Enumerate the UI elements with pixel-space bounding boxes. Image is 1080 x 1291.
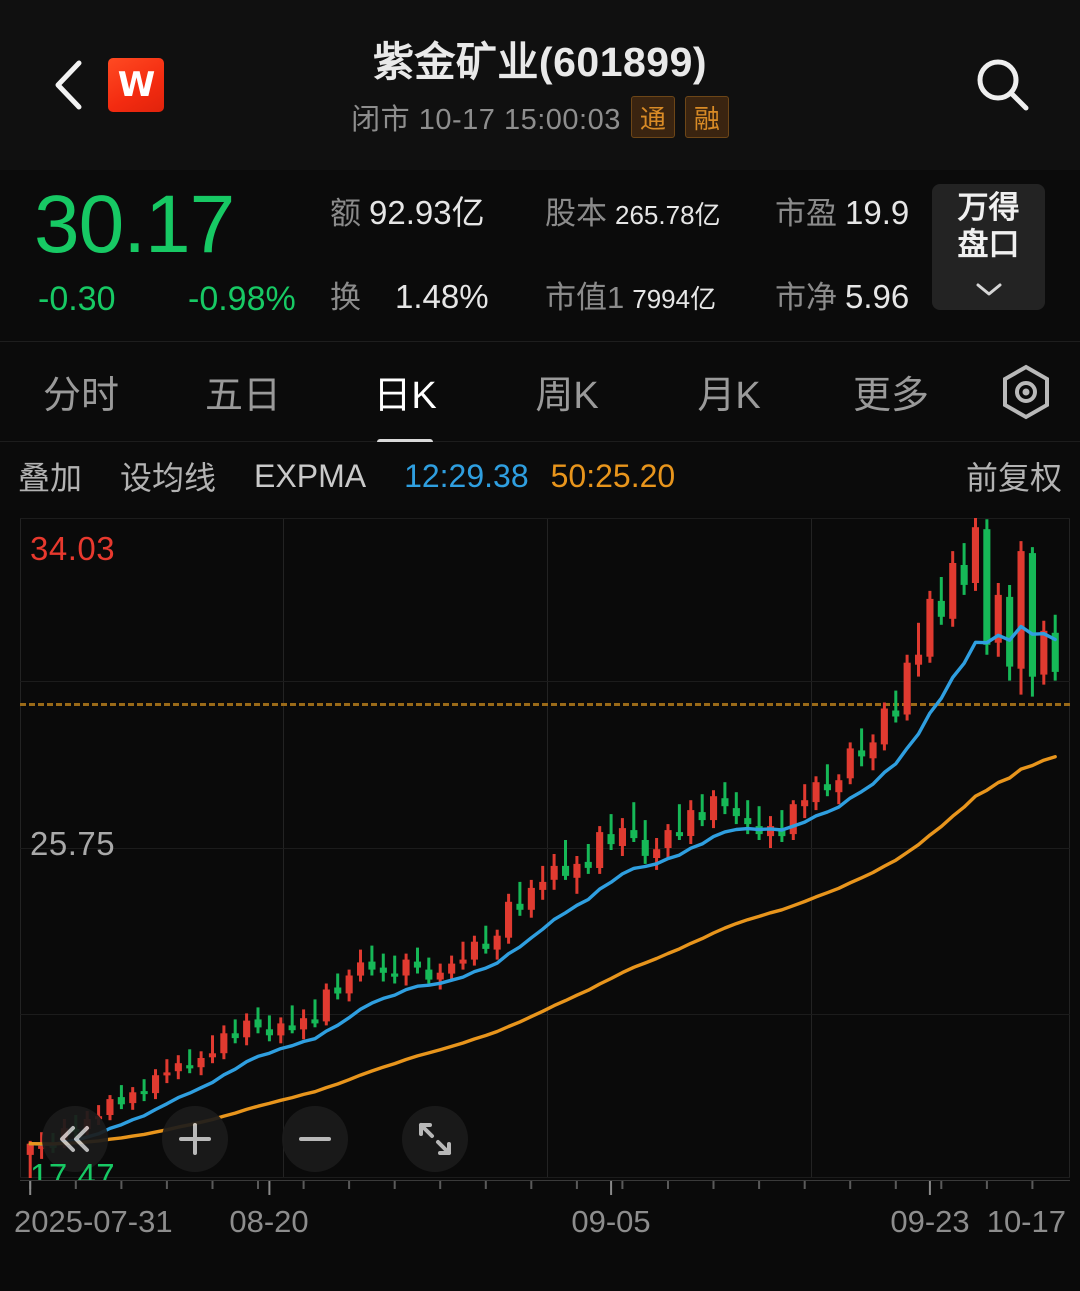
tab-monthly-k-label: 月K — [697, 375, 761, 417]
double-chevron-left-icon[interactable] — [42, 1106, 108, 1172]
last-price: 30.17 — [34, 179, 235, 270]
chevron-down-icon — [974, 269, 1004, 305]
stats-grid: 额 92.93亿 股本 265.78亿 市盈 19.9 换 1.48% — [330, 186, 930, 326]
stat-amount-value: 92.93亿 — [369, 194, 485, 231]
quote-panel: 30.17 -0.30 -0.98% 额 92.93亿 股本 265.78亿 市… — [0, 170, 1080, 342]
ma-long-value: 50:25.20 — [550, 457, 676, 494]
candles-and-ma-layer — [26, 518, 1059, 1178]
tab-wuri[interactable]: 五日 — [162, 364, 324, 419]
app-header: W 紫金矿业(601899) 闭市 10-17 15:00:03 通 融 — [0, 0, 1080, 170]
stat-shares-label: 股本 — [545, 196, 607, 231]
indicator-toolbar: 叠加 设均线 EXPMA 12:29.38 50:25.20 前复权 — [0, 442, 1080, 510]
wind-orderbook-line1: 万得 — [957, 189, 1020, 225]
stat-marketcap-label: 市值1 — [545, 280, 625, 315]
x-axis-tick-label: 09-05 — [571, 1204, 651, 1239]
stat-pe-label: 市盈 — [775, 196, 837, 231]
price-change-percent: -0.98% — [188, 280, 296, 318]
gridline-horizontal — [20, 681, 1070, 682]
plus-icon[interactable] — [162, 1106, 228, 1172]
minus-icon[interactable] — [282, 1106, 348, 1172]
chart-control-buttons — [42, 1106, 468, 1172]
tab-fenshi[interactable]: 分时 — [0, 364, 162, 419]
x-axis-tick-label: 08-20 — [229, 1204, 309, 1239]
x-axis-tick-label: 09-23 — [890, 1204, 970, 1239]
stat-pb-value: 5.96 — [845, 278, 910, 315]
price-change: -0.30 — [38, 280, 116, 318]
stat-marketcap-value: 7994亿 — [632, 284, 717, 314]
tab-wuri-label: 五日 — [204, 375, 281, 417]
search-icon[interactable] — [968, 50, 1038, 120]
stat-turnover: 换 1.48% — [330, 272, 545, 317]
market-status-text: 闭市 10-17 15:00:03 — [351, 104, 621, 136]
chart-period-tabs: 分时 五日 日K 周K 月K 更多 — [0, 342, 1080, 445]
gridline-horizontal — [20, 518, 1070, 519]
x-axis: 2025-07-31 08-20 09-05 09-23 10-17 — [0, 1180, 1080, 1291]
market-status-row: 闭市 10-17 15:00:03 通 融 — [0, 96, 1080, 138]
stat-amount-label: 额 — [330, 196, 361, 231]
x-axis-labels: 2025-07-31 08-20 09-05 09-23 10-17 — [0, 1204, 1080, 1254]
indicator-name[interactable]: EXPMA — [254, 457, 367, 494]
stat-pb: 市净 5.96 — [775, 272, 909, 317]
stats-row-2: 换 1.48% 市值1 7994亿 市净 5.96 — [330, 272, 930, 326]
stat-turnover-label: 换 — [330, 280, 361, 315]
wind-orderbook-button[interactable]: 万得 盘口 — [932, 184, 1045, 310]
gridline-horizontal — [20, 848, 1070, 849]
tab-weekly-k-label: 周K — [535, 375, 599, 417]
x-axis-tick-label: 10-17 — [986, 1204, 1066, 1239]
stat-marketcap: 市值1 7994亿 — [545, 272, 775, 317]
stat-shares: 股本 265.78亿 — [545, 188, 775, 233]
adjustment-mode-button[interactable]: 前复权 — [965, 460, 1062, 496]
stat-amount: 额 92.93亿 — [330, 186, 545, 234]
badge-margin: 融 — [684, 96, 729, 138]
tab-more-label: 更多 — [852, 375, 929, 417]
expand-arrows-icon[interactable] — [402, 1106, 468, 1172]
tab-daily-k[interactable]: 日K — [324, 364, 486, 445]
chevron-left-icon[interactable] — [48, 58, 88, 112]
stat-pe: 市盈 19.9 — [775, 188, 909, 233]
stats-row-1: 额 92.93亿 股本 265.78亿 市盈 19.9 — [330, 186, 930, 240]
tab-fenshi-label: 分时 — [42, 375, 119, 417]
stat-turnover-value: 1.48% — [395, 278, 489, 315]
chart-plot-area — [20, 518, 1070, 1178]
badge-connect: 通 — [630, 96, 675, 138]
wind-logo-text: W — [117, 65, 156, 105]
x-axis-tick-label: 2025-07-31 — [14, 1204, 173, 1239]
stat-pb-label: 市净 — [775, 280, 837, 315]
set-ma-button[interactable]: 设均线 — [120, 460, 217, 496]
gridline-horizontal — [20, 1177, 1070, 1178]
page-title: 紫金矿业(601899) — [372, 39, 708, 85]
wind-logo[interactable]: W — [108, 58, 164, 112]
settings-hexagon-icon[interactable] — [972, 363, 1080, 421]
tab-monthly-k[interactable]: 月K — [648, 364, 810, 419]
y-axis-mid-label: 25.75 — [30, 825, 116, 862]
wind-orderbook-line2: 盘口 — [957, 227, 1020, 263]
tab-more[interactable]: 更多 — [810, 364, 972, 419]
overlay-button[interactable]: 叠加 — [18, 460, 83, 496]
stat-pe-value: 19.9 — [845, 194, 910, 231]
y-axis-high-label: 34.03 — [30, 530, 116, 567]
ma-short-value: 12:29.38 — [404, 457, 529, 494]
candlestick-chart[interactable]: 34.03 25.75 — [0, 510, 1080, 1210]
tab-weekly-k[interactable]: 周K — [486, 364, 648, 419]
gridline-horizontal — [20, 1014, 1070, 1015]
stat-shares-value: 265.78亿 — [615, 200, 721, 230]
prev-close-dashed-line — [20, 703, 1070, 706]
tab-daily-k-label: 日K — [373, 375, 437, 417]
x-axis-ticks — [20, 1180, 1070, 1195]
